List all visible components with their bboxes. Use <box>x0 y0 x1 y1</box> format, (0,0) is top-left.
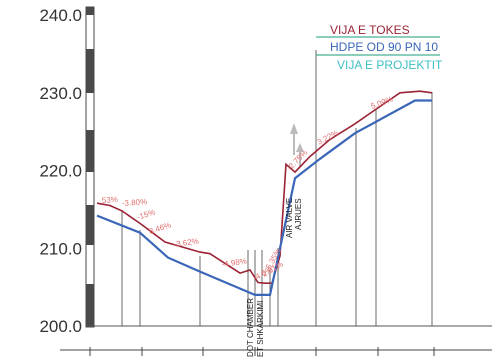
air-valve-annotation: AIR VALVE AJRUES <box>285 198 303 238</box>
slope-label: 8.46% <box>148 220 172 236</box>
y-tick-labels: 240.0 230.0 220.0 210.0 200.0 <box>39 6 82 336</box>
chamber-annotation: DOT CHAMBER ET SHKARKIMI <box>246 298 265 357</box>
legend-pipe-label: HDPE OD 90 PN 10 <box>330 40 438 54</box>
legend-design-label: VIJA E PROJEKTIT <box>337 58 443 72</box>
y-tick-label: 240.0 <box>39 6 82 25</box>
y-tick-label: 200.0 <box>39 317 82 336</box>
ground-profile-line <box>96 90 433 284</box>
y-tick-label: 220.0 <box>39 162 82 181</box>
slope-label: 53% <box>102 195 119 205</box>
pipe-profile-line <box>96 99 432 296</box>
y-scale-bar <box>85 6 95 328</box>
y-tick-label: 230.0 <box>39 84 82 103</box>
station-lines <box>121 50 433 326</box>
scale-bar-segment <box>86 7 94 15</box>
chamber-label: DOT CHAMBER <box>246 298 255 357</box>
slope-label: -3.62% <box>173 237 199 249</box>
y-tick-label: 210.0 <box>39 239 82 258</box>
air-valve-arrows <box>290 123 304 167</box>
slope-label: -15% <box>136 208 157 222</box>
slope-label: -3.80% <box>122 197 148 208</box>
bottom-ticks <box>89 347 435 356</box>
scale-bar-segment <box>86 205 94 245</box>
slope-label: -4.98% <box>221 257 247 269</box>
scale-bar-segment <box>86 49 94 93</box>
slope-label: 3.22% <box>316 128 340 147</box>
legend-ground-label: VIJA E TOKES <box>330 23 410 37</box>
air-valve-arrow-head <box>296 143 304 152</box>
scale-bar-segment <box>86 284 94 326</box>
chamber-label-albanian: ET SHKARKIMI <box>256 301 265 357</box>
air-valve-label-albanian: AJRUES <box>294 198 303 230</box>
slope-label: 5.09% <box>370 95 394 111</box>
scale-bar-segment <box>86 130 94 172</box>
air-valve-label: AIR VALVE <box>285 198 294 238</box>
legend: VIJA E TOKES HDPE OD 90 PN 10 VIJA E PRO… <box>316 23 443 72</box>
air-valve-arrow-head <box>290 123 298 134</box>
